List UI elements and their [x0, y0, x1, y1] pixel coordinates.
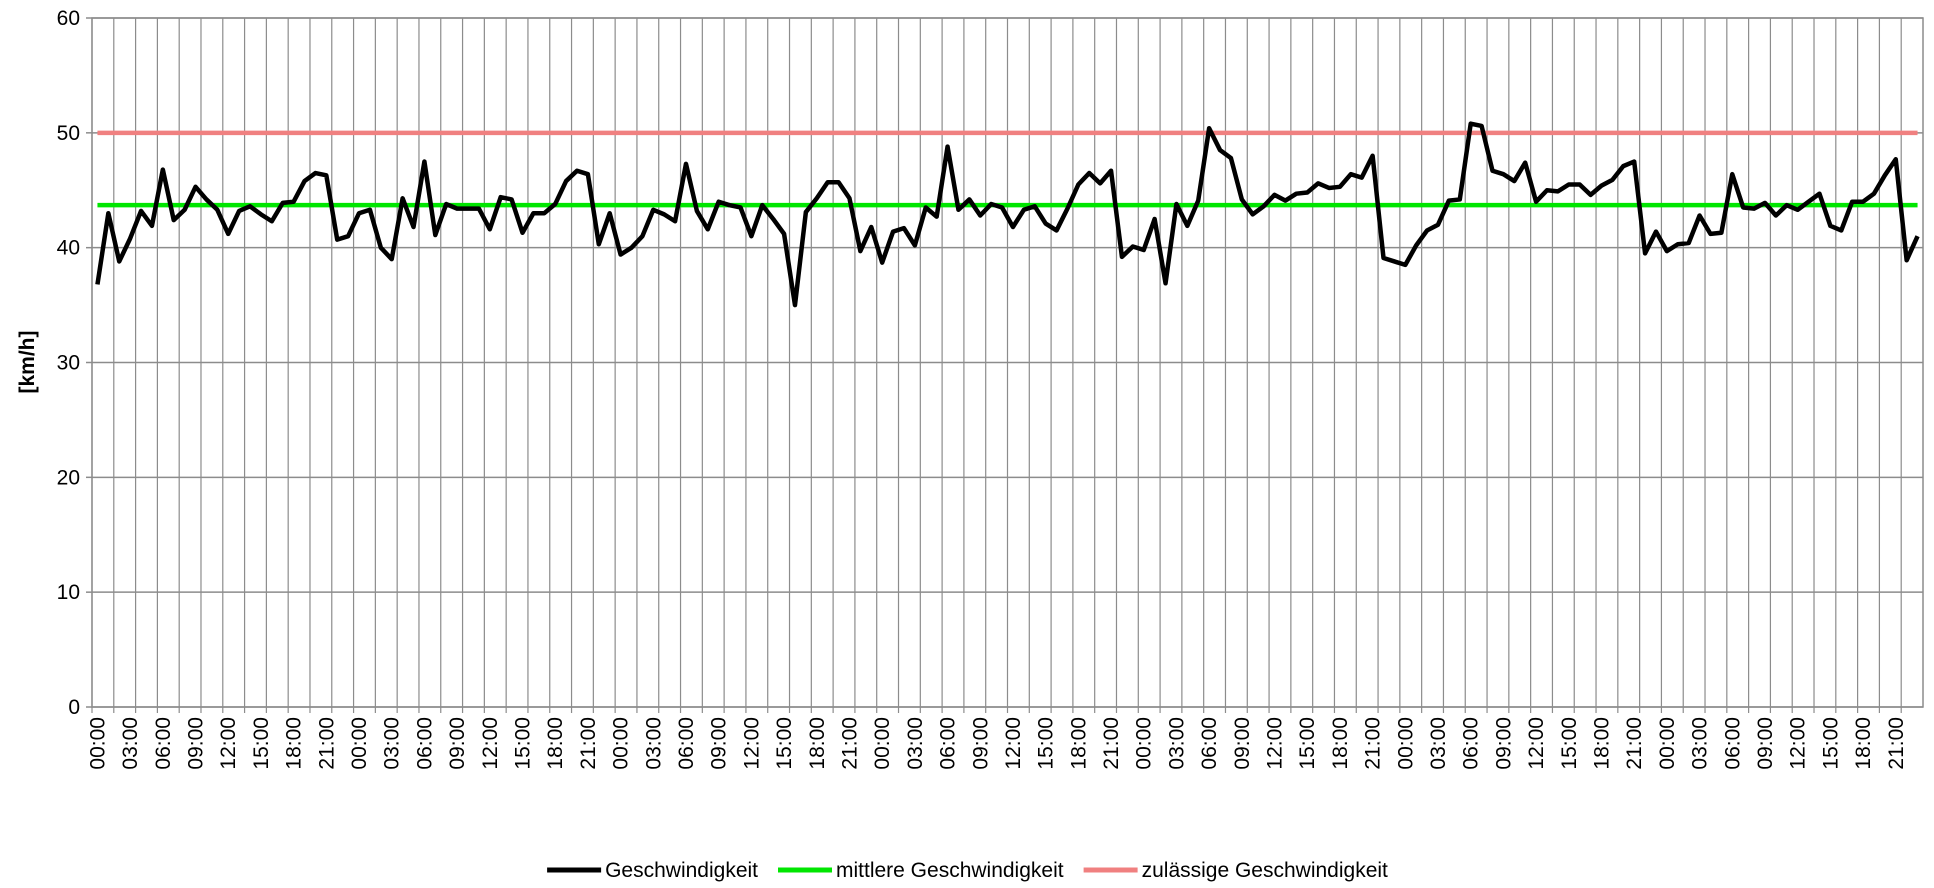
x-tick-label: 00:00 — [86, 717, 109, 770]
x-tick-label: 03:00 — [642, 717, 665, 770]
y-tick-label: 10 — [57, 581, 80, 604]
x-tick-label: 06:00 — [1198, 717, 1221, 770]
x-tick-label: 09:00 — [708, 717, 731, 770]
x-tick-label: 06:00 — [1721, 717, 1744, 770]
x-tick-label: 18:00 — [544, 717, 567, 770]
x-tick-label: 18:00 — [806, 717, 829, 770]
legend-label: zulässige Geschwindigkeit — [1142, 859, 1388, 882]
x-tick-label: 12:00 — [1525, 717, 1548, 770]
x-tick-label: 21:00 — [577, 717, 600, 770]
y-tick-label: 50 — [57, 122, 80, 145]
x-tick-label: 15:00 — [1296, 717, 1319, 770]
x-tick-label: 03:00 — [904, 717, 927, 770]
x-tick-label: 15:00 — [250, 717, 273, 770]
x-tick-label: 09:00 — [446, 717, 469, 770]
x-tick-label: 06:00 — [937, 717, 960, 770]
x-tick-label: 06:00 — [675, 717, 698, 770]
x-tick-label: 03:00 — [1689, 717, 1712, 770]
x-tick-label: 15:00 — [1819, 717, 1842, 770]
x-tick-label: 09:00 — [969, 717, 992, 770]
plot-border — [91, 17, 1924, 708]
x-tick-label: 00:00 — [1133, 717, 1156, 770]
x-tick-label: 21:00 — [1885, 717, 1908, 770]
y-tick-label: 0 — [68, 696, 80, 719]
x-tick-label: 15:00 — [773, 717, 796, 770]
x-tick-label: 03:00 — [1165, 717, 1188, 770]
x-tick-label: 06:00 — [1460, 717, 1483, 770]
x-tick-label: 18:00 — [1329, 717, 1352, 770]
x-tick-label: 18:00 — [283, 717, 306, 770]
y-tick-label: 30 — [57, 352, 80, 375]
x-tick-label: 09:00 — [185, 717, 208, 770]
x-tick-label: 21:00 — [1362, 717, 1385, 770]
x-tick-label: 21:00 — [1100, 717, 1123, 770]
y-axis-label: [km/h] — [16, 331, 39, 394]
x-tick-label: 21:00 — [838, 717, 861, 770]
x-tick-label: 09:00 — [1492, 717, 1515, 770]
x-tick-label: 12:00 — [1264, 717, 1287, 770]
y-tick-label: 40 — [57, 237, 80, 260]
x-tick-label: 00:00 — [348, 717, 371, 770]
legend-label: mittlere Geschwindigkeit — [836, 859, 1064, 882]
y-tick-label: 60 — [57, 7, 80, 30]
line-series — [95, 121, 1920, 308]
x-tick-label: 12:00 — [479, 717, 502, 770]
x-tick-label: 09:00 — [1754, 717, 1777, 770]
x-tick-label: 06:00 — [152, 717, 175, 770]
x-tick-label: 12:00 — [1002, 717, 1025, 770]
x-tick-label: 15:00 — [512, 717, 535, 770]
x-tick-label: 00:00 — [871, 717, 894, 770]
legend-label: Geschwindigkeit — [605, 859, 758, 882]
x-tick-label: 03:00 — [381, 717, 404, 770]
x-tick-label: 09:00 — [1231, 717, 1254, 770]
x-tick-label: 03:00 — [119, 717, 142, 770]
x-tick-label: 00:00 — [610, 717, 633, 770]
x-tick-label: 00:00 — [1656, 717, 1679, 770]
x-tick-label: 21:00 — [315, 717, 338, 770]
x-tick-label: 00:00 — [1394, 717, 1417, 770]
x-tick-label: 15:00 — [1035, 717, 1058, 770]
x-tick-label: 12:00 — [217, 717, 240, 770]
x-tick-label: 12:00 — [740, 717, 763, 770]
x-tick-label: 18:00 — [1590, 717, 1613, 770]
x-tick-label: 18:00 — [1852, 717, 1875, 770]
x-tick-label: 12:00 — [1787, 717, 1810, 770]
x-tick-label: 18:00 — [1067, 717, 1090, 770]
y-tick-label: 20 — [57, 466, 80, 489]
x-tick-label: 15:00 — [1558, 717, 1581, 770]
x-tick-label: 06:00 — [413, 717, 436, 770]
x-tick-label: 21:00 — [1623, 717, 1646, 770]
x-tick-label: 03:00 — [1427, 717, 1450, 770]
